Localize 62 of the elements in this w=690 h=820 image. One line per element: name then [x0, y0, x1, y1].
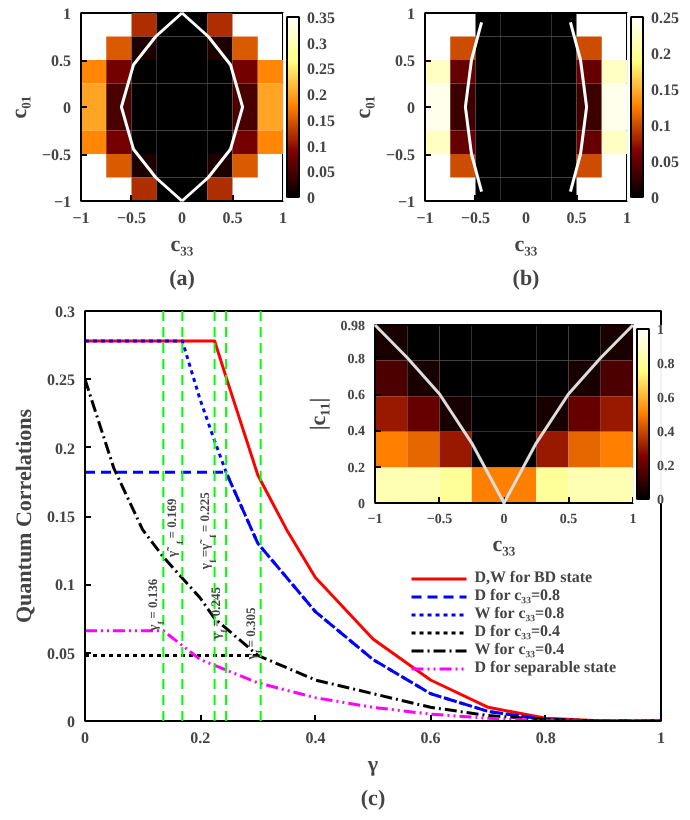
y-tick-label: −1 [53, 193, 72, 211]
x-tick-label: −0.5 [116, 209, 147, 227]
y-tick-label: 0.3 [55, 303, 75, 321]
text: (b) [512, 267, 541, 291]
y-axis-title: Quantum Correlations [13, 407, 37, 624]
legend-label: D for c₃₃=0.8 [474, 586, 561, 604]
x-axis-title: c₃₃ [514, 233, 539, 257]
y-tick-label: 0.5 [51, 52, 71, 70]
x-tick-label: 1 [623, 209, 631, 227]
x-tick-label: 0 [81, 729, 89, 747]
x-tick-label: 0 [178, 209, 186, 227]
y-axis-title: c₀₁ [7, 95, 32, 119]
y-tick-label: 0 [67, 713, 75, 731]
y-axis-title: c₀₁ [351, 95, 376, 119]
color-bar-label: 0.25 [307, 60, 335, 79]
x-tick-label: 0.8 [535, 729, 556, 747]
color-bar-label: 0.05 [651, 153, 679, 171]
x-tick-label: 0.2 [190, 729, 211, 747]
y-tick-label: −0.5 [41, 146, 72, 164]
x-axis-title: c₃₃ [170, 233, 195, 257]
y-tick-label: 1 [407, 5, 415, 23]
y-tick-label: −0.5 [385, 146, 416, 164]
x-tick-label: 0 [522, 209, 530, 227]
color-bar-label: 0 [307, 189, 315, 207]
y-tick-label: 0.1 [55, 576, 75, 595]
color-bar-label: 0.2 [651, 45, 671, 63]
y-tick-label: 0.25 [47, 371, 75, 390]
y-tick-label: 0.2 [55, 439, 75, 458]
x-tick-label: 0.5 [566, 209, 587, 227]
x-tick-label: 1 [657, 729, 665, 747]
y-tick-label: −1 [397, 193, 416, 211]
color-bar-label: 0.05 [307, 163, 335, 182]
text: (c) [360, 787, 386, 811]
y-tick-label: 0.15 [47, 508, 75, 526]
legend-label: D for c₃₃=0.4 [474, 622, 561, 640]
y-tick-label: 0 [63, 99, 71, 117]
color-bar-label: 0.15 [651, 81, 679, 99]
color-bar-label: 0.15 [307, 111, 335, 130]
x-tick-label: −0.5 [460, 209, 491, 227]
color-bar-label: 0.3 [307, 34, 327, 53]
color-bar-label: 0.1 [651, 117, 671, 135]
color-bar-label: 0.25 [651, 9, 679, 27]
x-tick-label: 0.6 [420, 729, 441, 747]
x-tick-label: 1 [279, 209, 287, 227]
color-bar-label: 0.2 [307, 86, 327, 105]
legend-label: D,W for BD state [474, 568, 593, 586]
x-axis-title: c₃₃ [492, 533, 517, 557]
color-bar-label: 0.35 [307, 9, 335, 27]
x-tick-label: 0.4 [305, 729, 326, 747]
y-tick-label: 0.05 [47, 644, 75, 663]
text: (a) [169, 267, 196, 291]
color-bar-label: 0 [651, 189, 659, 207]
y-tick-label: 0.5 [395, 52, 415, 70]
y-tick-label: 0 [407, 99, 415, 117]
x-tick-label: 0.5 [222, 209, 243, 227]
y-tick-label: 1 [63, 5, 71, 23]
x-axis-title: γ [365, 753, 379, 777]
y-axis-title: |c₁₁| [306, 397, 331, 431]
legend-label: W for c₃₃=0.8 [474, 604, 565, 622]
legend-label: D for separable state [474, 658, 616, 676]
legend-label: W for c₃₃=0.4 [474, 640, 565, 658]
color-bar-label: 0.1 [307, 137, 327, 156]
